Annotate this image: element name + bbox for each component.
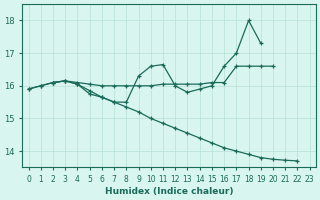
X-axis label: Humidex (Indice chaleur): Humidex (Indice chaleur) bbox=[105, 187, 233, 196]
